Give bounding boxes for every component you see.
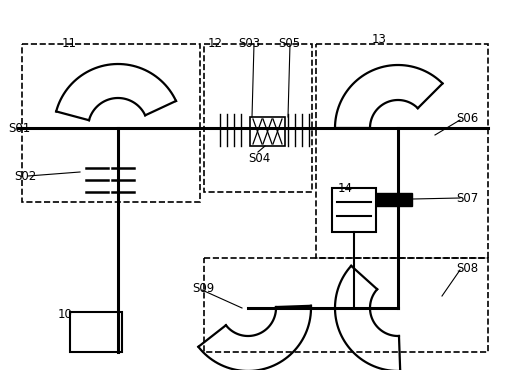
Text: S06: S06 [456,112,478,125]
Text: 11: 11 [62,37,77,50]
Text: 14: 14 [338,182,353,195]
Text: S07: S07 [456,192,478,205]
Text: 13: 13 [372,33,387,46]
Text: S01: S01 [8,122,30,135]
Bar [204,258,488,352]
Text: 10: 10 [58,308,73,321]
Text: S09: S09 [192,282,214,295]
Text: 12: 12 [208,37,223,50]
Text: S08: S08 [456,262,478,275]
Bar [332,188,376,232]
Bar [22,44,200,202]
Bar [70,312,122,352]
Bar [204,44,312,192]
Bar [316,44,488,258]
Bar [250,117,285,146]
Bar [374,193,412,206]
Text: S05: S05 [278,37,300,50]
Text: S03: S03 [238,37,260,50]
Text: S02: S02 [14,170,36,183]
Text: S04: S04 [248,152,270,165]
